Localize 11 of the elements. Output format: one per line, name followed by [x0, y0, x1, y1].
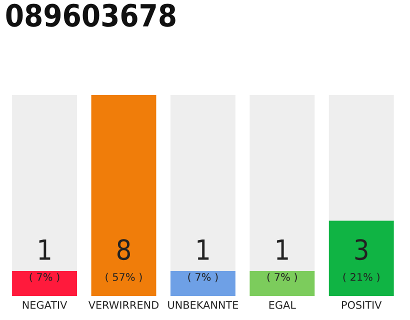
x-tick-label: NEGATIV	[22, 301, 68, 309]
x-tick-label: EGAL	[269, 301, 296, 309]
data-label: 1 ( 7% )	[188, 239, 218, 282]
x-tick-label: VERWIRREND	[88, 301, 159, 309]
data-label: 1 ( 7% )	[267, 239, 297, 282]
x-tick-label: POSITIV	[342, 301, 382, 309]
x-tick-label: UNBEKANNTE	[168, 301, 238, 309]
data-label: 3 ( 21% )	[343, 239, 380, 282]
chart-title: 089603678	[6, 4, 176, 27]
data-label: 8 ( 57% )	[106, 239, 142, 282]
data-label: 1 ( 7% )	[30, 239, 60, 282]
